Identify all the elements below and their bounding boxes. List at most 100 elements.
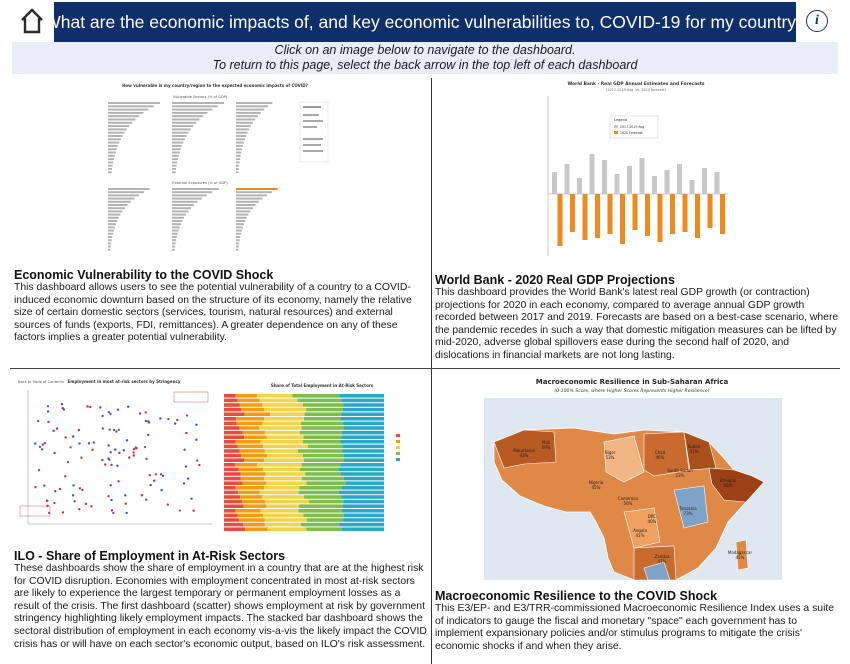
stacked-segment — [239, 449, 265, 453]
stacked-segment — [237, 398, 260, 403]
exposure-bar — [236, 191, 272, 194]
panel-title-macro-resilience[interactable]: Macroeconomic Resilience to the COVID Sh… — [435, 589, 718, 603]
scatter-point — [117, 428, 120, 432]
vulnerability-bar — [108, 121, 133, 124]
stacked-segment — [341, 412, 384, 416]
world-bank-gdp-panel[interactable]: World Bank - 2020 Real GDP Projections T… — [435, 273, 840, 363]
stacked-segment — [242, 481, 267, 485]
vulnerability-bar — [172, 141, 184, 144]
economic-vulnerability-panel[interactable]: Economic Vulnerability to the COVID Shoc… — [14, 268, 426, 345]
exposure-bar — [172, 200, 198, 203]
gdp-avg-bar — [652, 176, 657, 194]
exposure-bar — [236, 242, 240, 245]
macro-thumb-subtitle: (0-100% Score, where Higher Scores Repre… — [554, 388, 710, 394]
scatter-point — [173, 422, 177, 425]
stacked-segment — [224, 453, 242, 458]
ilo-panel[interactable]: ILO - Share of Employment in At-Risk Sec… — [14, 549, 428, 651]
stacked-segment — [224, 426, 240, 430]
vulnerability-bar — [236, 121, 253, 124]
stacked-segment — [304, 412, 342, 416]
stacked-segment — [305, 472, 342, 476]
ilo-scatter-thumbnail[interactable]: Back to Table of Contents Employment in … — [14, 374, 214, 544]
scatter-point — [53, 451, 56, 455]
scatter-point — [101, 414, 104, 418]
exposure-bar — [236, 239, 240, 242]
stacked-segment — [224, 481, 243, 485]
vulnerability-bar — [236, 138, 245, 141]
macro-resilience-panel[interactable]: Macroeconomic Resilience to the COVID Sh… — [435, 589, 840, 653]
map-label-value: 45% — [592, 485, 601, 490]
scatter-point — [184, 465, 188, 468]
vulnerability-bar — [172, 128, 191, 131]
stacked-segment — [235, 440, 261, 444]
vulnerability-bar — [108, 164, 113, 167]
stacked-segment — [342, 444, 384, 449]
vulnerability-bar — [108, 154, 115, 157]
stacked-segment — [237, 513, 264, 518]
exposure-bar — [172, 242, 176, 245]
info-icon[interactable]: i — [806, 10, 828, 32]
stacked-segment — [263, 444, 309, 449]
stacked-segment — [343, 513, 384, 518]
panel-title-world-bank-gdp[interactable]: World Bank - 2020 Real GDP Projections — [435, 273, 675, 287]
stacked-segment — [304, 458, 344, 462]
vulnerability-bar — [172, 131, 189, 134]
stacked-segment — [238, 467, 264, 472]
map-label-name: Madagascar — [728, 550, 753, 555]
stacked-segment — [224, 499, 243, 504]
exposure-bar — [108, 232, 114, 235]
exposure-bar — [172, 232, 178, 235]
stacked-segment — [338, 467, 384, 472]
thumb-sub-1: Vulnerable Sectors (% of GDP) — [173, 95, 228, 99]
scatter-point — [80, 456, 83, 459]
stacked-segment — [224, 430, 243, 435]
scatter-point — [36, 419, 40, 423]
stacked-segment — [341, 495, 384, 499]
vulnerability-bar — [172, 108, 213, 111]
gdp-forecast-bar — [670, 194, 675, 234]
stacked-segment — [241, 407, 264, 412]
stacked-segment — [341, 430, 384, 435]
exposure-bar — [108, 239, 112, 242]
gdp-forecast-bar — [607, 194, 613, 234]
exposure-bar — [236, 229, 242, 232]
stacked-segment — [343, 421, 384, 426]
stacked-segment — [224, 440, 236, 444]
vulnerability-bar — [108, 158, 114, 161]
scatter-point — [110, 498, 113, 502]
stacked-segment — [267, 453, 303, 458]
macro-resilience-thumbnail[interactable]: Macroeconomic Resilience in Sub-Saharan … — [484, 372, 782, 580]
vulnerability-bar — [108, 131, 125, 134]
home-button[interactable] — [12, 4, 52, 38]
scatter-point — [91, 448, 94, 452]
stacked-segment — [262, 421, 301, 426]
legend-block — [299, 101, 329, 163]
vulnerability-bar — [172, 151, 180, 154]
scatter-point — [71, 494, 75, 497]
scatter-point — [117, 480, 120, 483]
stacked-segment — [339, 522, 384, 527]
panel-title-economic-vulnerability[interactable]: Economic Vulnerability to the COVID Shoc… — [14, 268, 274, 282]
scatter-point — [195, 423, 198, 427]
ilo-stacked-bar-thumbnail[interactable]: Share of Total Employment in At-Risk Sec… — [216, 378, 428, 544]
stacked-segment — [264, 449, 298, 453]
stacked-segment — [264, 476, 302, 481]
exposure-bar — [236, 197, 263, 200]
exposure-bar — [172, 210, 189, 213]
vulnerability-bar — [236, 111, 261, 114]
panel-title-ilo[interactable]: ILO - Share of Employment in At-Risk Sec… — [14, 549, 286, 563]
stacked-segment — [224, 476, 241, 481]
stacked-segment — [237, 444, 264, 449]
world-bank-gdp-thumbnail[interactable]: World Bank - Real GDP Annual Estimates a… — [530, 78, 730, 264]
scatter-point — [185, 414, 189, 417]
macro-thumb-title: Macroeconomic Resilience in Sub-Saharan … — [536, 378, 729, 386]
economic-vulnerability-thumbnail[interactable]: How vulnerable is my country/region to t… — [100, 80, 330, 260]
exposure-bar — [236, 213, 249, 216]
exposure-bar — [108, 197, 135, 200]
ilo-bar-title: Share of Total Employment in At-Risk Sec… — [271, 383, 374, 388]
map-label-name: Mauritania — [513, 448, 535, 453]
gdp-avg-bar — [639, 158, 645, 194]
vulnerability-bar — [236, 161, 240, 164]
stacked-segment — [301, 476, 344, 481]
ilo-scatter-points — [33, 402, 201, 515]
